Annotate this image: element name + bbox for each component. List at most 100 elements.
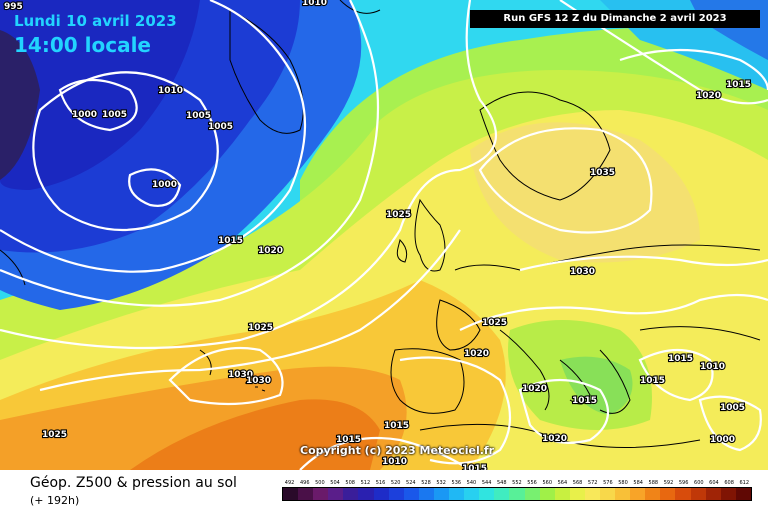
geopotential-pressure-map: 995 1010 1010 1005 1005 1000 1005 1000 1… (0, 0, 768, 470)
isobar-label: 1015 (640, 376, 665, 386)
isobar-label: 1000 (152, 180, 177, 190)
color-scale-swatch (283, 488, 299, 500)
isobar-label: 1020 (522, 384, 547, 394)
map-title: Géop. Z500 & pression au sol (30, 475, 237, 491)
color-scale-tick-label: 532 (436, 480, 446, 486)
isobar-label: 1015 (336, 435, 361, 445)
field-band-deeporange (130, 399, 380, 470)
color-scale-swatch (645, 488, 661, 500)
field-band-paleyellow (470, 122, 700, 263)
isobar-label: 1015 (462, 464, 487, 470)
color-scale-tick-label: 512 (360, 480, 371, 486)
color-scale-tick-label: 560 (542, 480, 552, 486)
isobar-label: 1000 (710, 435, 735, 445)
isobar-label: 1020 (258, 246, 283, 256)
isobar-label: 1025 (248, 323, 273, 333)
field-band-midgreen-east (560, 356, 633, 415)
isobar-label: 1010 (382, 457, 407, 467)
isobar-label: 1005 (720, 403, 745, 413)
isobar-label: 1030 (246, 376, 271, 386)
isobar-label: 1015 (218, 236, 243, 246)
color-scale-tick-label: 600 (694, 480, 704, 486)
isobar-label: 1015 (726, 80, 751, 90)
color-scale-tick-label: 520 (390, 480, 401, 486)
color-scale-tick-label: 564 (557, 480, 568, 486)
color-scale-legend: 492 496 500 504 508 512 516 520 524 528 532 536 540 5… (282, 480, 752, 501)
color-scale-tick-label: 540 (466, 480, 477, 486)
color-scale-swatch (343, 488, 359, 500)
color-scale-swatch (373, 488, 389, 500)
color-scale-swatch (690, 488, 706, 500)
color-scale-swatch (524, 488, 540, 500)
coastlines (0, 0, 761, 448)
color-scale-swatch (584, 488, 600, 500)
color-scale-swatch (418, 488, 434, 500)
color-scale-swatch (539, 488, 555, 500)
color-scale-swatch (660, 488, 676, 500)
isobar-label: 1000 (72, 110, 97, 120)
color-scale-swatch (403, 488, 419, 500)
color-scale-swatch (449, 488, 465, 500)
isobar-label: 1020 (696, 91, 721, 101)
color-scale-swatch (313, 488, 329, 500)
color-scale-swatch (599, 488, 616, 500)
copyright-notice: Copyright (c) 2023 Meteociel.fr (300, 444, 495, 457)
isobar-label: 1025 (386, 210, 411, 220)
color-scale-swatch (328, 488, 344, 500)
color-scale-swatch (615, 488, 631, 500)
isobar-label: 1010 (302, 0, 327, 8)
valid-time: 14:00 locale (14, 33, 151, 57)
color-scale-tick-label: 576 (603, 480, 613, 486)
map-footer: Géop. Z500 & pression au sol (+ 192h) 49… (0, 470, 768, 512)
color-scale-swatch (630, 488, 646, 500)
color-scale-tick-label: 500 (315, 480, 325, 486)
color-scale-tick-label: 596 (678, 480, 689, 486)
color-scale-swatch (554, 488, 570, 500)
isobar-label: 1025 (42, 430, 67, 440)
color-scale-tick-label: 612 (739, 480, 750, 486)
color-scale-swatch (735, 488, 751, 500)
isobar-label: 1005 (186, 111, 211, 121)
color-scale-tick-label: 524 (406, 480, 416, 486)
color-scale-swatch (494, 488, 510, 500)
color-scale-swatch (569, 488, 585, 500)
color-scale-tick-label: 548 (496, 480, 507, 486)
color-scale-swatch (509, 488, 525, 500)
color-scale-tick-label: 492 (284, 480, 295, 486)
isobar-label: 1015 (384, 421, 409, 431)
color-scale-swatch (720, 488, 736, 500)
isobar-label: 1020 (464, 349, 489, 359)
color-scale-labels: 492 496 500 504 508 512 516 520 524 528 532 536 540 5… (282, 480, 752, 486)
field-band-deepblue-low (0, 0, 200, 190)
isobar-label: 1005 (102, 110, 127, 120)
color-scale-swatch (298, 488, 314, 500)
color-scale-swatch (388, 488, 404, 500)
color-scale-tick-label: 604 (709, 480, 719, 486)
color-scale-tick-label: 528 (421, 480, 431, 486)
isobars (0, 0, 768, 470)
color-scale-swatch (464, 488, 480, 500)
color-scale-swatch (358, 488, 374, 500)
color-scale-tick-label: 588 (648, 480, 659, 486)
isobar-label: 1015 (572, 396, 597, 406)
isobar-label: 1015 (668, 354, 693, 364)
isobar-label: 1030 (228, 370, 253, 380)
color-scale-swatch (479, 488, 495, 500)
isobar-label: 1010 (158, 86, 183, 96)
color-scale-tick-label: 536 (451, 480, 462, 486)
color-scale-tick-label: 608 (724, 480, 734, 486)
run-info-banner: Run GFS 12 Z du Dimanche 2 avril 2023 (470, 10, 760, 28)
color-scale-swatch (705, 488, 721, 500)
isobar-label: 1010 (700, 362, 725, 372)
color-scale-swatch (675, 488, 691, 500)
color-scale-tick-label: 584 (633, 480, 643, 486)
color-scale-tick-label: 580 (618, 480, 628, 486)
isobar-label: 1020 (542, 434, 567, 444)
color-scale-tick-label: 544 (481, 480, 492, 486)
isobar-label: 1005 (208, 122, 233, 132)
isobar-label: 1030 (570, 267, 595, 277)
isobar-label: 1025 (482, 318, 507, 328)
isobar-labels: 995 1010 1010 1005 1005 1000 1005 1000 1… (3, 0, 752, 470)
forecast-lead-time: (+ 192h) (30, 494, 80, 507)
